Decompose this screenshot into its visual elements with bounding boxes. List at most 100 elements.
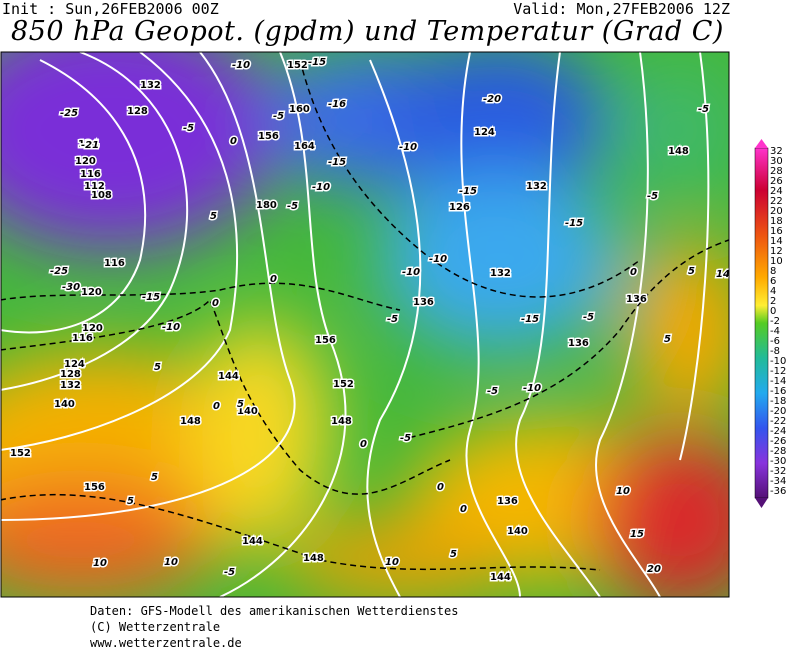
temperature-label: 5 <box>664 334 671 345</box>
temperature-label: 0 <box>270 274 277 285</box>
temperature-label: 5 <box>210 211 217 222</box>
map-title: 850 hPa Geopot. (gpdm) und Temperatur (G… <box>11 16 724 47</box>
height-label: 136 <box>497 496 518 507</box>
temperature-label: -5 <box>487 386 498 397</box>
temperature-label: -10 <box>162 322 180 333</box>
temperature-label: -20 <box>483 94 501 105</box>
height-label: 132 <box>490 268 511 279</box>
temperature-label: 0 <box>437 482 444 493</box>
height-label: 136 <box>413 297 434 308</box>
colorbar-label: 12 <box>770 246 783 257</box>
height-label: 152 <box>333 379 354 390</box>
height-label: 148 <box>180 416 201 427</box>
footer: Daten: GFS-Modell des amerikanischen Wet… <box>90 603 458 648</box>
temperature-label: 0 <box>213 401 220 412</box>
colorbar-label: 18 <box>770 216 783 227</box>
temperature-label: 10 <box>616 486 630 497</box>
height-label: 128 <box>60 369 81 380</box>
colorbar-label: -30 <box>770 456 786 467</box>
temperature-label: 0 <box>230 136 237 147</box>
height-label: 156 <box>84 482 105 493</box>
temperature-label: -5 <box>698 104 709 115</box>
colorbar-label: -2 <box>770 316 780 327</box>
temperature-label: -15 <box>142 292 160 303</box>
temperature-label: -5 <box>387 314 398 325</box>
temperature-label: -5 <box>273 111 284 122</box>
height-label: 124 <box>64 359 85 370</box>
height-label: 132 <box>140 80 161 91</box>
colorbar-label: 30 <box>770 156 783 167</box>
temperature-label: -16 <box>328 99 346 110</box>
colorbar-label: 10 <box>770 256 783 267</box>
temperature-label: 10 <box>385 557 399 568</box>
temperature-label: -30 <box>62 282 80 293</box>
height-label: 120 <box>82 323 103 334</box>
height-label: 120 <box>81 287 102 298</box>
colorbar-label: -36 <box>770 486 786 497</box>
colorbar-label: -26 <box>770 436 786 447</box>
temperature-label: 14 <box>716 269 730 280</box>
colorbar-arrow-top <box>755 139 768 148</box>
temperature-label: 0 <box>212 298 219 309</box>
colorbar-label: -28 <box>770 446 786 457</box>
colorbar-label: 32 <box>770 146 783 157</box>
colorbar-label: -18 <box>770 396 786 407</box>
colorbar-label: 4 <box>770 286 776 297</box>
temperature-label: -25 <box>50 266 68 277</box>
temperature-label: -15 <box>328 157 346 168</box>
height-label: 124 <box>474 127 495 138</box>
temperature-label: -5 <box>400 433 411 444</box>
height-label: 144 <box>490 572 511 583</box>
temperature-label: -10 <box>399 142 417 153</box>
height-label: 132 <box>526 181 547 192</box>
init-time: Init : Sun,26FEB2006 00Z <box>2 0 219 18</box>
colorbar-label: 14 <box>770 236 783 247</box>
height-label: 108 <box>91 190 112 201</box>
height-label: 128 <box>127 106 148 117</box>
height-label: 148 <box>303 553 324 564</box>
colorbar-label: -4 <box>770 326 780 337</box>
footer-line: www.wetterzentrale.de <box>90 636 242 648</box>
height-label: 136 <box>626 294 647 305</box>
temperature-label: 10 <box>93 558 107 569</box>
height-label: 124 <box>78 139 99 150</box>
colorbar-label: -24 <box>770 426 786 437</box>
colorbar-label: -32 <box>770 466 786 477</box>
colorbar-label: -10 <box>770 356 786 367</box>
height-label: 112 <box>84 181 105 192</box>
colorbar-label: 0 <box>770 306 776 317</box>
height-label: 156 <box>258 131 279 142</box>
colorbar-label: 6 <box>770 276 776 287</box>
footer-line: Daten: GFS-Modell des amerikanischen Wet… <box>90 604 459 618</box>
temperature-label: -15 <box>565 218 583 229</box>
temperature-label: -21 <box>81 140 99 151</box>
height-label: 180 <box>256 200 277 211</box>
colorbar-label: -14 <box>770 376 786 387</box>
temperature-label: 5 <box>127 496 134 507</box>
footer-line: (C) Wetterzentrale <box>90 620 221 634</box>
temperature-label: -15 <box>459 186 477 197</box>
geopotential-contours <box>1 52 710 597</box>
colorbar-label: 20 <box>770 206 783 217</box>
map-frame <box>0 51 730 598</box>
temperature-field: 1321521281241201161121081601561641801241… <box>1 52 730 597</box>
colorbar-label: -20 <box>770 406 786 417</box>
height-label: 152 <box>287 60 308 71</box>
height-label: 148 <box>331 416 352 427</box>
colorbar-label: 26 <box>770 176 783 187</box>
colorbar-label: -8 <box>770 346 780 357</box>
temperature-label: 5 <box>154 362 161 373</box>
colorbar-label: -34 <box>770 476 786 487</box>
temperature-label: -10 <box>523 383 541 394</box>
temperature-label: -15 <box>521 314 539 325</box>
temperature-label: -25 <box>60 108 78 119</box>
temperature-contours <box>1 59 729 571</box>
temperature-label: -5 <box>287 201 298 212</box>
height-label: 152 <box>10 448 31 459</box>
colorbar-label: 24 <box>770 186 783 197</box>
temperature-label: -10 <box>402 267 420 278</box>
temperature-label: -5 <box>647 191 658 202</box>
temperature-label: 5 <box>688 266 695 277</box>
colorbar-label: 28 <box>770 166 783 177</box>
temperature-label: 0 <box>360 439 367 450</box>
